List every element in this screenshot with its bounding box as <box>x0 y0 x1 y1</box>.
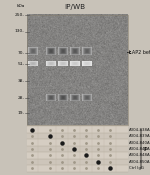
Text: A304-838A: A304-838A <box>129 128 150 132</box>
Text: 38-: 38- <box>18 79 25 83</box>
Bar <box>27 159 128 165</box>
Text: A304-840A: A304-840A <box>129 141 150 145</box>
Text: 250-: 250- <box>15 13 25 17</box>
Bar <box>27 146 128 152</box>
Bar <box>27 152 128 159</box>
Text: A304-848A: A304-848A <box>129 153 150 158</box>
Text: IP/WB: IP/WB <box>64 4 86 10</box>
Text: 70-: 70- <box>18 51 25 54</box>
Bar <box>27 15 127 125</box>
Text: 130-: 130- <box>15 30 25 33</box>
Bar <box>27 133 128 139</box>
Text: 28-: 28- <box>18 96 25 100</box>
Text: A304-841A: A304-841A <box>129 147 150 151</box>
Bar <box>27 126 128 172</box>
Bar <box>27 165 128 172</box>
Bar <box>27 126 128 133</box>
Bar <box>27 139 128 146</box>
Text: 19-: 19- <box>18 111 25 115</box>
Text: A304-850A: A304-850A <box>129 160 150 164</box>
Text: LAP2 beta: LAP2 beta <box>129 50 150 55</box>
Text: Ctrl IgG: Ctrl IgG <box>129 166 144 170</box>
Text: 51-: 51- <box>18 62 25 66</box>
Text: kDa: kDa <box>16 4 25 8</box>
Text: A304-839A: A304-839A <box>129 134 150 138</box>
Text: IP: IP <box>144 146 148 152</box>
